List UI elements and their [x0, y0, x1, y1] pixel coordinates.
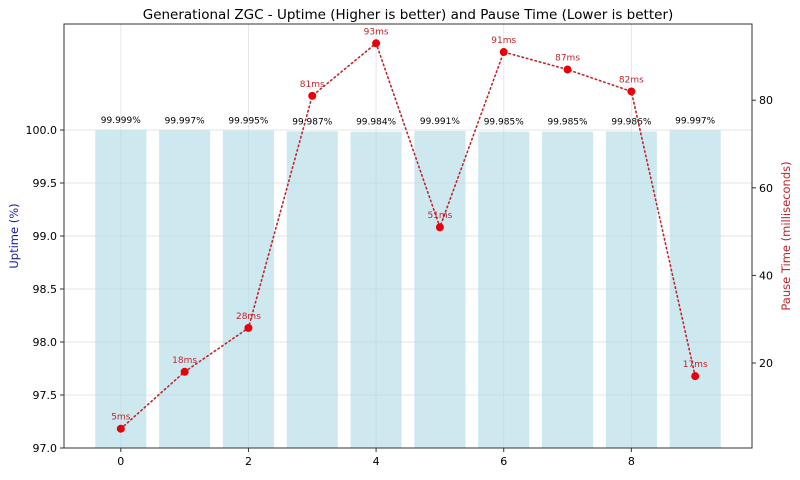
pause-point-label: 17ms — [683, 360, 708, 370]
uptime-bar — [669, 130, 721, 448]
x-tick-label: 4 — [373, 455, 380, 468]
pause-point — [499, 48, 508, 57]
uptime-bar — [159, 130, 211, 448]
uptime-bar — [542, 131, 594, 448]
uptime-bar-label: 99.995% — [228, 117, 268, 127]
right-tick-label: 40 — [759, 269, 773, 282]
pause-point-label: 28ms — [236, 312, 261, 322]
pause-point — [116, 424, 125, 433]
uptime-bar-label: 99.987% — [292, 117, 332, 127]
uptime-bar-label: 99.985% — [548, 118, 588, 128]
left-tick-label: 98.5 — [33, 283, 58, 296]
uptime-bar-label: 99.986% — [611, 117, 651, 127]
x-tick-label: 2 — [245, 455, 252, 468]
left-tick-label: 99.5 — [33, 177, 58, 190]
left-tick-label: 97.5 — [33, 389, 58, 402]
uptime-bar-label: 99.997% — [165, 116, 205, 126]
uptime-bar-label: 99.999% — [101, 116, 141, 126]
pause-point — [691, 372, 700, 381]
left-tick-label: 98.0 — [33, 336, 58, 349]
left-axis-label: Uptime (%) — [7, 203, 21, 268]
uptime-bar-label: 99.985% — [484, 118, 524, 128]
bars — [95, 130, 721, 449]
left-tick-label: 97.0 — [33, 442, 58, 455]
uptime-bar-label: 99.991% — [420, 117, 460, 127]
pause-point-label: 91ms — [491, 36, 516, 46]
right-tick-label: 80 — [759, 94, 773, 107]
right-tick-label: 60 — [759, 182, 773, 195]
uptime-bar — [414, 130, 466, 449]
left-tick-label: 100.0 — [26, 124, 58, 137]
right-tick-label: 20 — [759, 357, 773, 370]
uptime-bar — [605, 131, 657, 448]
right-axis-label: Pause Time (milliseconds) — [779, 161, 793, 310]
pause-point-label: 18ms — [172, 356, 197, 366]
uptime-bar — [95, 130, 147, 448]
pause-point — [308, 91, 317, 100]
pause-point — [627, 87, 636, 96]
pause-point — [435, 223, 444, 232]
pause-line: 5ms 18ms 28ms 81ms 93ms 51ms 91ms 87ms 82ms 17ms — [111, 27, 708, 433]
uptime-bar-label: 99.997% — [675, 116, 715, 126]
uptime-bar-label: 99.984% — [356, 118, 396, 128]
pause-point — [244, 323, 253, 332]
pause-line-path — [120, 41, 696, 430]
left-tick-label: 99.0 — [33, 230, 58, 243]
x-tick-label: 8 — [628, 455, 635, 468]
x-tick-label: 0 — [117, 455, 124, 468]
uptime-bar — [222, 130, 274, 448]
axes: 97.0 97.5 98.0 98.5 99.0 99.5 100.0 20 40 60 80 0 2 4… — [26, 23, 773, 468]
pause-point — [563, 65, 572, 74]
pause-point — [372, 39, 381, 48]
pause-point-label: 81ms — [300, 80, 325, 90]
pause-point-label: 51ms — [427, 211, 452, 221]
x-tick-label: 6 — [500, 455, 507, 468]
pause-point-label: 93ms — [364, 27, 389, 37]
bar-labels: 99.999% 99.997% 99.995% 99.987% 99.984% 99.99… — [101, 116, 716, 128]
pause-point — [180, 367, 189, 376]
uptime-bar — [350, 131, 402, 449]
uptime-bar — [286, 131, 338, 449]
uptime-bar — [478, 131, 530, 448]
chart-title: Generational ZGC - Uptime (Higher is bet… — [143, 7, 674, 23]
pause-point-label: 5ms — [111, 413, 130, 423]
pause-point-label: 82ms — [619, 75, 644, 85]
pause-point-label: 87ms — [555, 54, 580, 64]
